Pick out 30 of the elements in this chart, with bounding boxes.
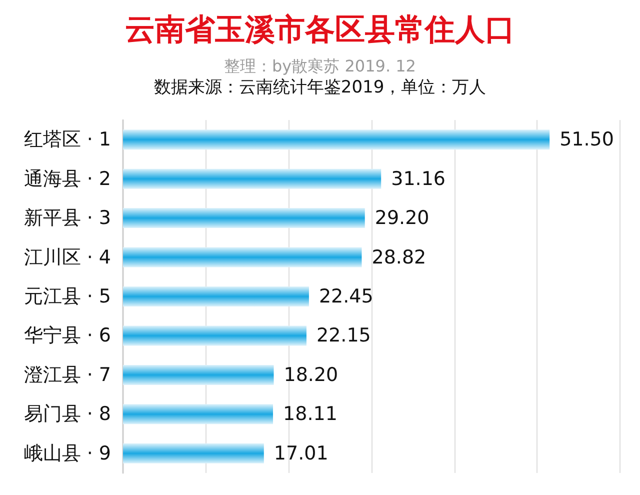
bar <box>123 168 382 189</box>
bar <box>123 208 365 228</box>
y-tick-label: 峨山县 · 9 <box>24 442 111 464</box>
data-label: 17.01 <box>274 442 328 464</box>
bar <box>123 130 550 150</box>
y-tick-label: 红塔区 · 1 <box>24 128 111 151</box>
bar <box>123 364 274 385</box>
bar <box>123 326 306 346</box>
bar <box>123 443 264 464</box>
source-note: 数据来源：云南统计年鉴2019，单位：万人 <box>154 78 486 98</box>
y-tick-label: 元江县 · 5 <box>24 286 111 308</box>
data-label: 51.50 <box>560 128 614 151</box>
bar <box>123 404 274 424</box>
data-label: 18.11 <box>283 403 338 426</box>
chart-title: 云南省玉溪市各区县常住人口 <box>125 12 515 48</box>
data-label: 29.20 <box>374 207 430 230</box>
data-label: 31.16 <box>391 168 446 190</box>
y-tick-label: 新平县 · 3 <box>24 207 111 230</box>
data-label: 22.15 <box>316 324 371 347</box>
data-label: 18.20 <box>284 364 338 386</box>
y-tick-label: 华宁县 · 6 <box>24 324 111 347</box>
y-tick-label: 通海县 · 2 <box>24 168 111 190</box>
y-tick-label: 澄江县 · 7 <box>24 364 111 386</box>
bar <box>123 286 309 306</box>
y-tick-label: 易门县 · 8 <box>24 403 111 426</box>
data-label: 22.45 <box>318 286 374 308</box>
data-label: 28.82 <box>372 246 426 268</box>
chart-subtitle: 整理：by散寒苏 2019. 12 <box>224 56 416 76</box>
bar <box>123 247 362 268</box>
y-tick-label: 江川区 · 4 <box>24 246 111 268</box>
